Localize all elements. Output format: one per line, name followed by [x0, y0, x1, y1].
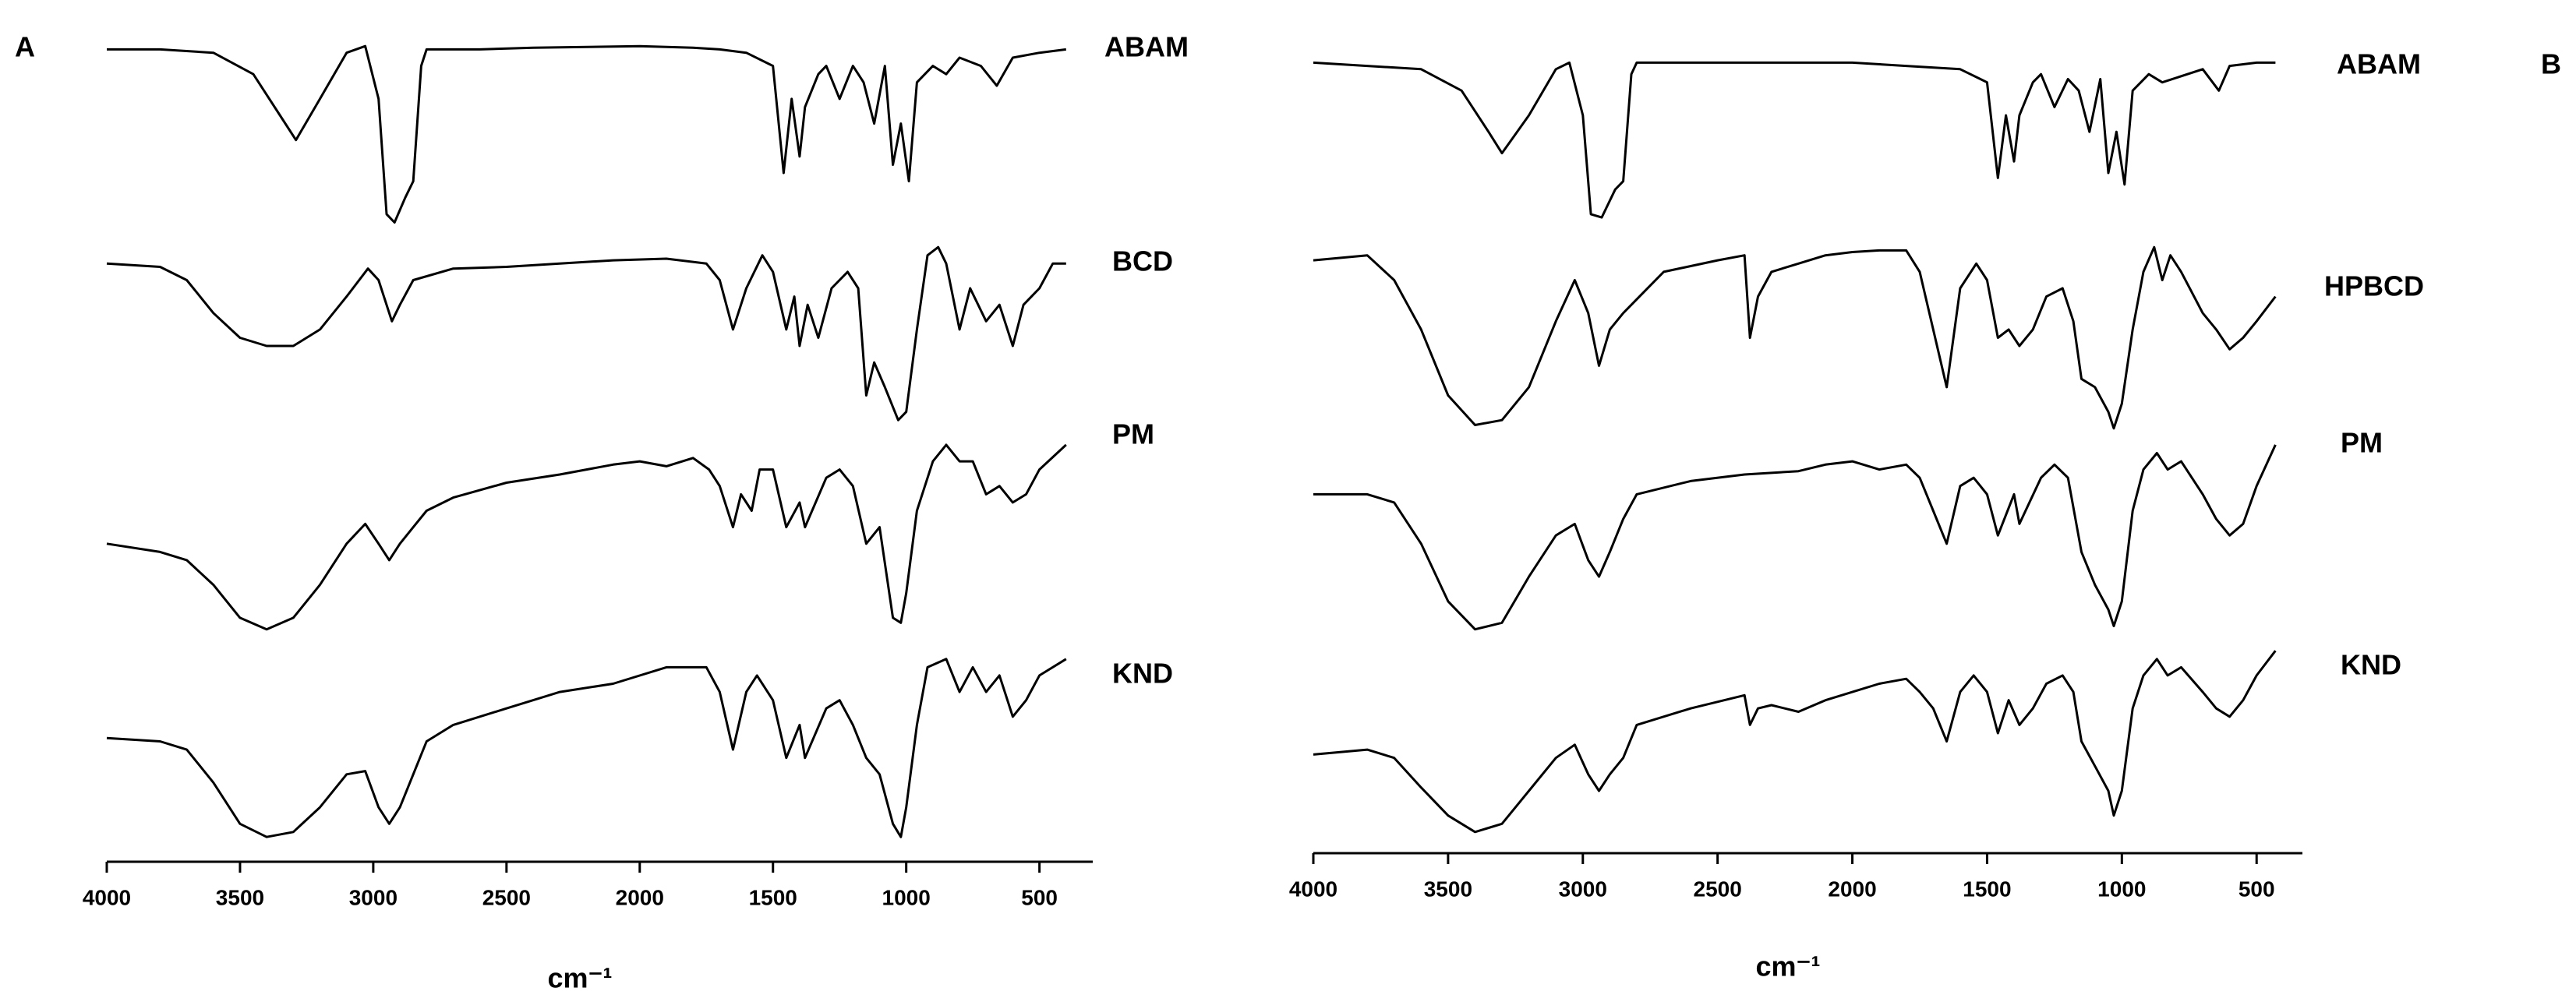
series-label: HPBCD	[2324, 270, 2424, 302]
x-tick-label: 4000	[1289, 877, 1337, 901]
spectrum-line	[106, 245, 1066, 422]
panel-label: B	[2541, 48, 2561, 80]
spectrum-line	[1313, 650, 2277, 834]
x-tick-label: 3000	[1559, 877, 1607, 901]
panel-label: A	[15, 31, 35, 63]
x-tick-label: 2500	[1694, 877, 1742, 901]
x-tick-label: 3000	[349, 885, 398, 909]
series-label: PM	[2341, 427, 2383, 459]
x-axis-label: cm⁻¹	[1755, 951, 1820, 983]
series-label: KND	[2341, 649, 2401, 681]
spectrum-line	[1313, 444, 2277, 631]
spectrum-line	[1313, 61, 2276, 219]
x-tick-label: 2000	[1828, 877, 1876, 901]
spectrum-line	[106, 443, 1067, 631]
spectrum-line	[107, 44, 1066, 224]
x-tick-label: 3500	[1424, 877, 1472, 901]
x-tick-label: 1000	[882, 885, 931, 909]
x-tick-label: 2000	[616, 885, 664, 909]
x-tick-label: 4000	[83, 885, 131, 909]
x-tick-label: 3500	[216, 885, 264, 909]
x-tick-label: 1500	[749, 885, 797, 909]
series-label: ABAM	[2337, 48, 2421, 80]
series-label: PM	[1112, 418, 1154, 450]
x-tick-label: 500	[1021, 885, 1058, 909]
spectrum-line	[1313, 245, 2277, 430]
series-label: ABAM	[1104, 31, 1189, 63]
x-tick-label: 2500	[482, 885, 531, 909]
spectrum-line	[106, 658, 1067, 838]
series-label: KND	[1112, 658, 1173, 690]
series-label: BCD	[1112, 245, 1173, 277]
x-tick-label: 500	[2239, 877, 2275, 901]
x-tick-label: 1000	[2097, 877, 2146, 901]
x-tick-label: 1500	[1963, 877, 2011, 901]
x-axis-label: cm⁻¹	[547, 962, 612, 994]
